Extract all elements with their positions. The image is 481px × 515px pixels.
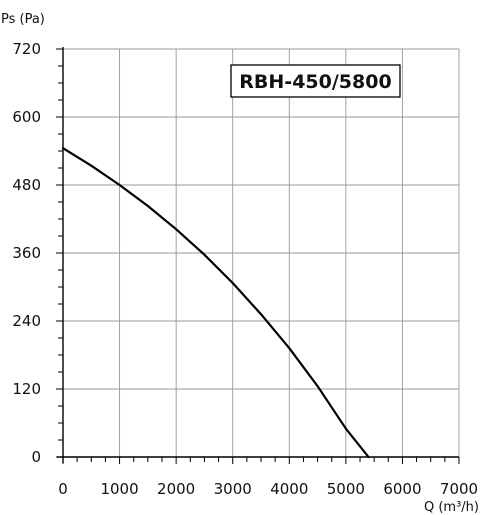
y-tick-label: 120 xyxy=(12,380,41,398)
series xyxy=(63,148,369,457)
x-tick-label: 7000 xyxy=(440,480,478,498)
plot-frame xyxy=(57,47,459,463)
x-tick-label: 1000 xyxy=(100,480,138,498)
x-tick-label: 5000 xyxy=(327,480,365,498)
y-tick-label: 360 xyxy=(12,244,41,262)
y-tick-label: 480 xyxy=(12,176,41,194)
x-tick-label: 6000 xyxy=(383,480,421,498)
y-tick-label: 240 xyxy=(12,312,41,330)
y-tick-label: 600 xyxy=(12,108,41,126)
minor-ticks xyxy=(56,49,459,464)
x-tick-label: 2000 xyxy=(157,480,195,498)
x-tick-label: 3000 xyxy=(214,480,252,498)
y-tick-label: 0 xyxy=(31,448,41,466)
x-tick-label: 0 xyxy=(58,480,68,498)
x-tick-label: 4000 xyxy=(270,480,308,498)
model-label: RBH-450/5800 xyxy=(239,71,391,93)
model-label-box: RBH-450/5800 xyxy=(231,65,400,97)
x-tick-labels: 0 1000 2000 3000 4000 5000 6000 7000 xyxy=(58,480,478,498)
grid-lines xyxy=(63,49,459,457)
x-axis-title: Q (m³/h) xyxy=(424,500,479,515)
y-tick-label: 720 xyxy=(12,40,41,58)
y-axis-title: Ps (Pa) xyxy=(1,12,45,27)
fan-curve-line xyxy=(63,148,369,457)
y-tick-labels: 0 120 240 360 480 600 720 xyxy=(12,40,41,466)
